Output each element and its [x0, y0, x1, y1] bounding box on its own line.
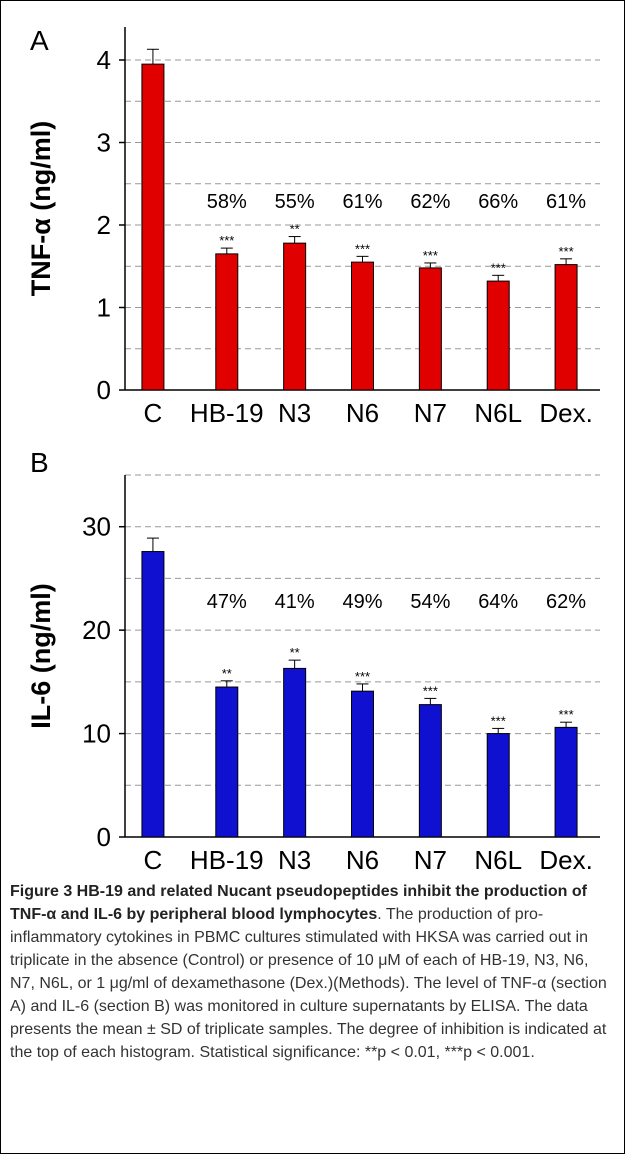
- significance-label: ***: [355, 669, 370, 684]
- inhibition-label: 41%: [275, 591, 315, 613]
- y-axis-label: IL-6 (ng/ml): [26, 583, 56, 728]
- significance-label: ***: [558, 244, 573, 259]
- y-axis-label: TNF-α (ng/ml): [26, 121, 56, 297]
- bar: [215, 686, 239, 838]
- x-tick-label: N7: [414, 845, 447, 870]
- x-tick-label: N3: [278, 398, 311, 428]
- figure-caption: Figure 3 HB-19 and related Nucant pseudo…: [10, 880, 615, 1064]
- bar: [486, 733, 510, 838]
- inhibition-label: 61%: [546, 191, 586, 213]
- y-tick-label: 2: [97, 210, 111, 240]
- caption-title: Figure 3 HB-19 and related Nucant pseudo…: [10, 883, 587, 923]
- bar: [215, 253, 239, 391]
- x-tick-label: Dex.: [539, 398, 592, 428]
- inhibition-label: 58%: [207, 191, 247, 213]
- bar: [351, 261, 374, 391]
- bar: [554, 264, 578, 391]
- bar: [141, 63, 165, 391]
- x-tick-label: C: [144, 845, 163, 870]
- x-tick-label: N3: [278, 845, 311, 870]
- y-tick-label: 0: [97, 822, 111, 852]
- significance-label: ***: [558, 707, 573, 722]
- bar: [418, 704, 442, 838]
- bar: [351, 690, 374, 838]
- x-tick-label: HB-19: [190, 845, 264, 870]
- inhibition-label: 62%: [546, 591, 586, 613]
- bar: [418, 267, 442, 391]
- inhibition-label: 64%: [478, 591, 518, 613]
- y-tick-label: 10: [82, 719, 111, 749]
- y-tick-label: 20: [82, 615, 111, 645]
- panel-label: A: [30, 25, 49, 56]
- panel-label: B: [30, 447, 49, 478]
- caption-body: . The production of pro-inflammatory cyt…: [10, 906, 607, 1061]
- bar: [141, 551, 165, 838]
- significance-label: ***: [355, 241, 370, 256]
- inhibition-label: 62%: [410, 191, 450, 213]
- x-tick-label: N6: [346, 398, 379, 428]
- inhibition-label: 66%: [478, 191, 518, 213]
- inhibition-label: 61%: [342, 191, 382, 213]
- inhibition-label: 49%: [342, 591, 382, 613]
- significance-label: ***: [423, 248, 438, 263]
- significance-label: ***: [423, 683, 438, 698]
- bar: [283, 667, 307, 838]
- y-tick-label: 1: [97, 293, 111, 323]
- significance-label: **: [290, 645, 300, 660]
- inhibition-label: 55%: [275, 191, 315, 213]
- inhibition-label: 54%: [410, 591, 450, 613]
- y-tick-label: 4: [97, 45, 111, 75]
- x-tick-label: Dex.: [539, 845, 592, 870]
- y-tick-label: 30: [82, 512, 111, 542]
- x-tick-label: N7: [414, 398, 447, 428]
- bar: [283, 242, 307, 391]
- significance-label: ***: [219, 233, 234, 248]
- bar: [486, 280, 510, 391]
- chart-panel-a: A 0 1 2 3 4 TNF-α (ng/ml) C *** 58% HB-19 ** 55% N3 **…: [26, 25, 600, 428]
- x-tick-label: N6: [346, 845, 379, 870]
- significance-label: ***: [491, 260, 506, 275]
- significance-label: ***: [491, 713, 506, 728]
- inhibition-label: 47%: [207, 591, 247, 613]
- significance-label: **: [222, 666, 232, 681]
- y-tick-label: 0: [97, 375, 111, 405]
- x-tick-label: C: [144, 398, 163, 428]
- x-tick-label: HB-19: [190, 398, 264, 428]
- significance-label: **: [290, 222, 300, 237]
- y-tick-label: 3: [97, 128, 111, 158]
- x-tick-label: N6L: [474, 845, 522, 870]
- chart-panel-b: B 0 10 20 30 IL-6 (ng/ml) C ** 47% HB-19 ** 41% N3 **…: [26, 447, 600, 870]
- x-tick-label: N6L: [474, 398, 522, 428]
- bar: [554, 726, 578, 838]
